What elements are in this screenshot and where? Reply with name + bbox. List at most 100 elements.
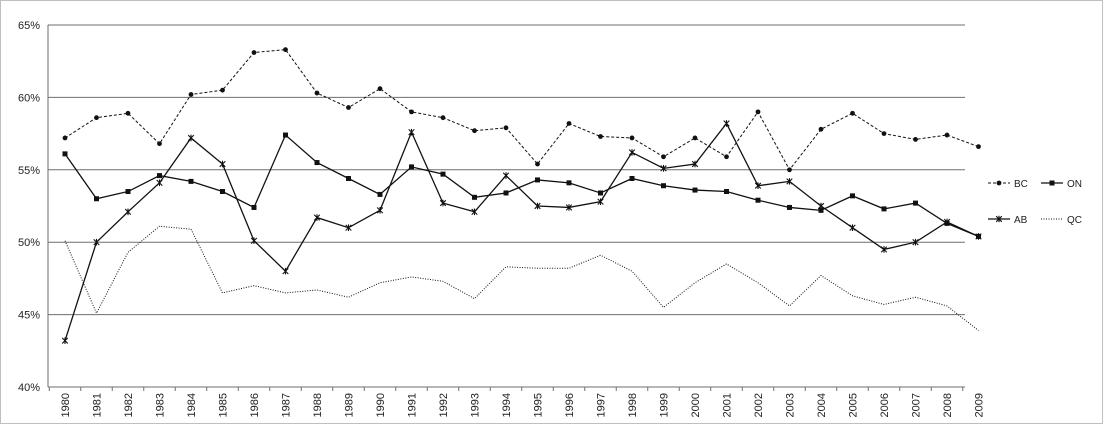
x-tick-label: 1996 — [564, 393, 576, 417]
data-point-on — [755, 197, 761, 203]
data-point-ab — [502, 172, 510, 179]
data-point-ab — [534, 202, 541, 210]
data-point-on — [724, 189, 729, 195]
data-point-on — [220, 189, 225, 195]
data-point-bc — [157, 141, 162, 147]
y-tick-label: 65% — [18, 20, 40, 32]
x-tick-label: 1986 — [249, 393, 261, 417]
data-point-ab — [471, 208, 478, 216]
x-tick-label: 1992 — [438, 393, 450, 417]
x-tick-label: 1989 — [344, 393, 356, 417]
data-point-ab — [313, 214, 321, 221]
data-point-ab — [565, 204, 573, 211]
legend-marker-on — [1049, 180, 1055, 186]
x-tick-label: 2007 — [911, 393, 923, 417]
data-point-bc — [377, 86, 383, 92]
legend-label-ab: AB — [1014, 215, 1028, 226]
data-point-ab — [597, 198, 604, 205]
data-point-on — [818, 207, 824, 213]
data-point-on — [251, 204, 257, 210]
data-point-on — [787, 204, 792, 210]
data-point-ab — [156, 179, 163, 187]
x-tick-label: 1984 — [186, 393, 198, 417]
data-point-on — [661, 183, 666, 189]
data-point-ab — [408, 128, 415, 136]
series-line-ab — [64, 122, 979, 341]
data-point-bc — [944, 132, 950, 138]
data-point-on — [566, 180, 572, 186]
data-point-bc — [220, 87, 225, 93]
data-point-on — [409, 164, 414, 170]
legend-marker-ab — [995, 215, 1003, 223]
data-point-bc — [850, 110, 855, 116]
x-tick-label: 2003 — [785, 393, 797, 417]
data-point-on — [472, 194, 477, 200]
data-point-ab — [754, 182, 762, 190]
data-point-ab — [723, 120, 730, 127]
data-point-bc — [314, 90, 320, 96]
x-tick-label: 2004 — [816, 393, 828, 417]
data-point-on — [62, 151, 68, 157]
series-line-on — [64, 133, 979, 238]
data-point-on — [157, 173, 162, 179]
legend-label-qc: QC — [1067, 215, 1082, 226]
data-point-ab — [849, 224, 856, 232]
data-point-ab — [975, 233, 982, 240]
data-point-on — [346, 175, 351, 181]
data-point-bc — [566, 121, 572, 126]
x-tick-label: 1980 — [60, 393, 72, 417]
data-point-ab — [93, 238, 100, 246]
x-tick-label: 1981 — [92, 393, 104, 417]
data-point-ab — [61, 337, 69, 344]
data-point-bc — [881, 131, 887, 137]
data-point-ab — [187, 134, 195, 142]
data-point-on — [535, 177, 540, 183]
data-point-on — [283, 132, 288, 138]
y-tick-label: 60% — [18, 92, 40, 104]
x-tick-label: 2005 — [848, 393, 860, 417]
x-tick-label: 2006 — [879, 393, 891, 417]
data-point-bc — [818, 126, 824, 132]
data-point-bc — [440, 115, 446, 121]
x-tick-label: 1994 — [501, 393, 513, 417]
data-point-bc — [503, 125, 509, 131]
x-tick-label: 1999 — [659, 393, 671, 417]
data-point-ab — [345, 224, 352, 232]
data-point-on — [598, 190, 603, 196]
data-point-on — [503, 190, 509, 196]
data-point-ab — [376, 207, 384, 214]
data-point-on — [314, 160, 320, 166]
data-point-bc — [251, 50, 257, 55]
data-point-ab — [660, 165, 667, 172]
data-point-bc — [535, 161, 540, 167]
data-point-bc — [472, 128, 477, 134]
data-point-on — [377, 191, 383, 197]
data-point-on — [913, 200, 918, 206]
data-point-bc — [724, 154, 729, 160]
data-point-bc — [598, 134, 603, 139]
data-point-ab — [219, 160, 226, 168]
data-point-on — [125, 189, 131, 195]
x-tick-label: 1995 — [533, 393, 545, 417]
data-point-bc — [94, 115, 99, 121]
data-point-ab — [439, 199, 447, 207]
data-point-bc — [125, 110, 131, 116]
x-tick-label: 2000 — [690, 393, 702, 417]
data-point-bc — [346, 105, 351, 110]
data-point-ab — [817, 202, 825, 210]
data-point-on — [94, 196, 99, 202]
x-tick-label: 2001 — [722, 393, 734, 417]
x-tick-label: 2009 — [974, 393, 986, 417]
x-tick-label: 2002 — [753, 393, 765, 417]
x-tick-label: 1988 — [312, 393, 324, 417]
data-point-ab — [786, 178, 793, 185]
data-point-on — [692, 187, 698, 193]
data-point-bc — [913, 136, 918, 142]
data-point-bc — [283, 47, 288, 53]
legend-label-bc: BC — [1014, 179, 1028, 190]
x-tick-label: 2008 — [942, 393, 954, 417]
data-point-bc — [409, 109, 414, 115]
y-tick-label: 40% — [18, 382, 40, 394]
data-point-bc — [661, 154, 666, 160]
data-point-on — [629, 175, 635, 181]
